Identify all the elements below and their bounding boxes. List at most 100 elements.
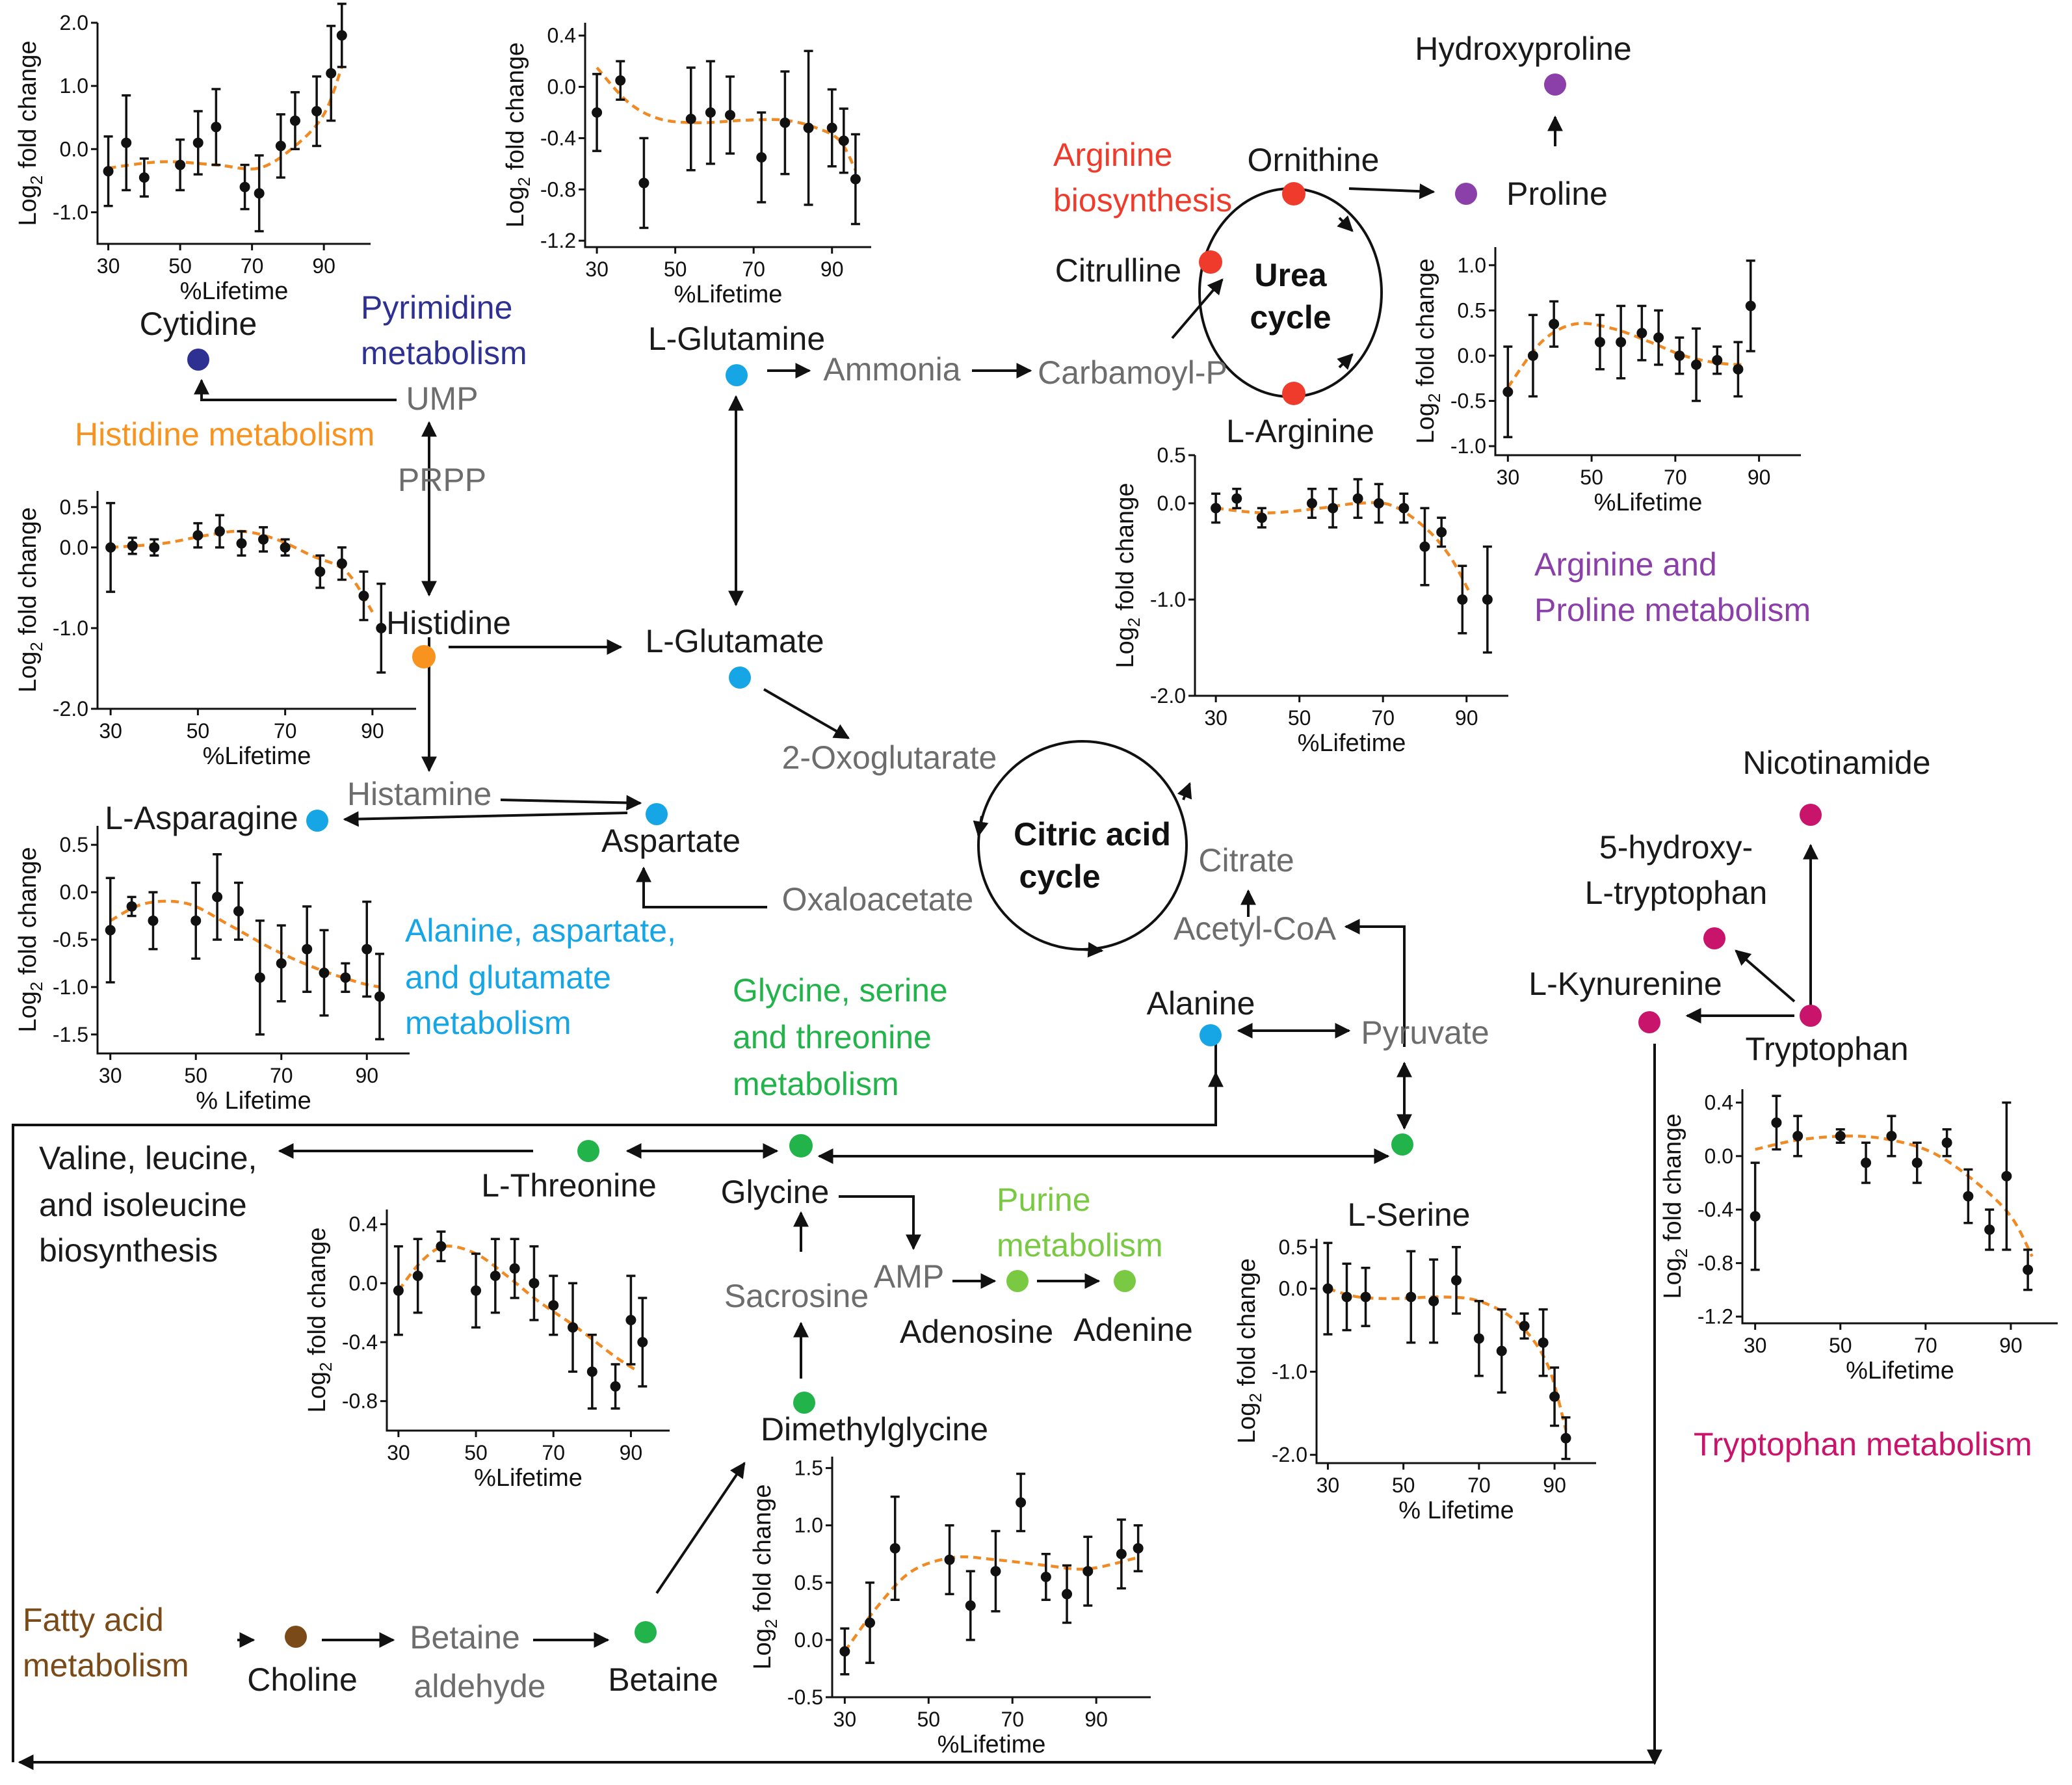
data-point[interactable]: [780, 117, 791, 128]
data-point[interactable]: [637, 1337, 648, 1347]
data-point[interactable]: [127, 540, 138, 551]
data-point[interactable]: [1861, 1157, 1872, 1169]
data-point[interactable]: [192, 137, 203, 148]
node-5-hydroxy-l-tryptophan[interactable]: [1703, 927, 1725, 949]
data-point[interactable]: [1674, 350, 1685, 361]
data-point[interactable]: [1328, 503, 1339, 514]
node-l-serine[interactable]: [1391, 1133, 1413, 1156]
node-l-glutamine[interactable]: [726, 364, 748, 386]
data-point[interactable]: [1835, 1131, 1846, 1141]
node-adenine[interactable]: [1114, 1270, 1136, 1292]
node-l-asparagine[interactable]: [306, 810, 328, 832]
data-point[interactable]: [236, 538, 247, 549]
data-point[interactable]: [889, 1542, 900, 1554]
data-point[interactable]: [638, 178, 649, 189]
data-point[interactable]: [803, 122, 814, 133]
data-point[interactable]: [336, 558, 347, 569]
data-point[interactable]: [1062, 1589, 1073, 1600]
data-point[interactable]: [103, 166, 114, 177]
data-point[interactable]: [548, 1300, 559, 1311]
data-point[interactable]: [1116, 1548, 1127, 1559]
data-point[interactable]: [1549, 1391, 1560, 1402]
data-point[interactable]: [1133, 1542, 1144, 1554]
data-point[interactable]: [1750, 1211, 1761, 1222]
data-point[interactable]: [336, 30, 347, 41]
data-point[interactable]: [148, 915, 159, 926]
data-point[interactable]: [361, 944, 373, 955]
data-point[interactable]: [839, 1646, 850, 1657]
data-point[interactable]: [705, 107, 716, 118]
data-point[interactable]: [175, 159, 186, 170]
data-point[interactable]: [315, 566, 326, 577]
data-point[interactable]: [685, 113, 696, 124]
data-point[interactable]: [2023, 1264, 2034, 1275]
node-ornithine[interactable]: [1282, 182, 1305, 205]
data-point[interactable]: [1406, 1291, 1417, 1302]
node-cytidine[interactable]: [187, 349, 209, 371]
data-point[interactable]: [1911, 1157, 1922, 1169]
data-point[interactable]: [1428, 1295, 1439, 1306]
data-point[interactable]: [1594, 337, 1605, 348]
data-point[interactable]: [1360, 1291, 1371, 1302]
data-point[interactable]: [1560, 1433, 1571, 1444]
data-point[interactable]: [615, 75, 626, 86]
data-point[interactable]: [233, 906, 244, 917]
data-point[interactable]: [625, 1315, 636, 1325]
node-nicotinamide[interactable]: [1800, 804, 1822, 826]
data-point[interactable]: [1341, 1291, 1352, 1302]
data-point[interactable]: [1306, 498, 1317, 509]
data-point[interactable]: [965, 1600, 976, 1611]
data-point[interactable]: [1745, 300, 1756, 311]
node-l-threonine[interactable]: [577, 1140, 599, 1162]
data-point[interactable]: [1502, 386, 1514, 397]
node-aspartate[interactable]: [646, 803, 668, 825]
data-point[interactable]: [376, 622, 387, 633]
data-point[interactable]: [1322, 1283, 1333, 1294]
data-point[interactable]: [121, 137, 132, 148]
data-point[interactable]: [1636, 328, 1647, 339]
data-point[interactable]: [1712, 354, 1723, 365]
data-point[interactable]: [275, 140, 286, 152]
data-point[interactable]: [1984, 1224, 1995, 1235]
data-point[interactable]: [311, 106, 322, 116]
data-point[interactable]: [1653, 332, 1664, 343]
data-point[interactable]: [1211, 503, 1222, 514]
data-point[interactable]: [1436, 527, 1447, 538]
data-point[interactable]: [211, 122, 222, 133]
data-point[interactable]: [838, 135, 849, 146]
node-betaine[interactable]: [635, 1621, 657, 1643]
node-adenosine[interactable]: [1006, 1270, 1029, 1292]
data-point[interactable]: [358, 590, 369, 602]
node-alanine[interactable]: [1200, 1024, 1222, 1046]
node-dimethylglycine[interactable]: [793, 1392, 815, 1414]
data-point[interactable]: [1527, 350, 1538, 361]
node-hydroxyproline[interactable]: [1544, 73, 1566, 96]
data-point[interactable]: [471, 1285, 482, 1296]
data-point[interactable]: [1691, 359, 1702, 370]
data-point[interactable]: [192, 530, 203, 541]
data-point[interactable]: [850, 174, 861, 185]
data-point[interactable]: [568, 1322, 579, 1333]
data-point[interactable]: [1549, 319, 1560, 330]
data-point[interactable]: [1352, 493, 1363, 504]
data-point[interactable]: [490, 1271, 501, 1281]
data-point[interactable]: [1886, 1131, 1897, 1141]
data-point[interactable]: [944, 1554, 955, 1565]
data-point[interactable]: [280, 542, 291, 553]
data-point[interactable]: [319, 968, 330, 979]
node-tryptophan[interactable]: [1800, 1005, 1822, 1027]
node-l-arginine[interactable]: [1282, 382, 1305, 405]
data-point[interactable]: [190, 915, 202, 926]
data-point[interactable]: [725, 109, 736, 120]
node-citrulline[interactable]: [1199, 250, 1222, 274]
data-point[interactable]: [214, 526, 225, 537]
data-point[interactable]: [1398, 503, 1410, 514]
node-glycine[interactable]: [789, 1134, 813, 1157]
data-point[interactable]: [1941, 1137, 1952, 1148]
data-point[interactable]: [105, 925, 116, 936]
data-point[interactable]: [610, 1381, 621, 1392]
data-point[interactable]: [258, 534, 269, 545]
data-point[interactable]: [289, 115, 300, 126]
data-point[interactable]: [374, 991, 385, 1002]
data-point[interactable]: [1519, 1321, 1530, 1332]
